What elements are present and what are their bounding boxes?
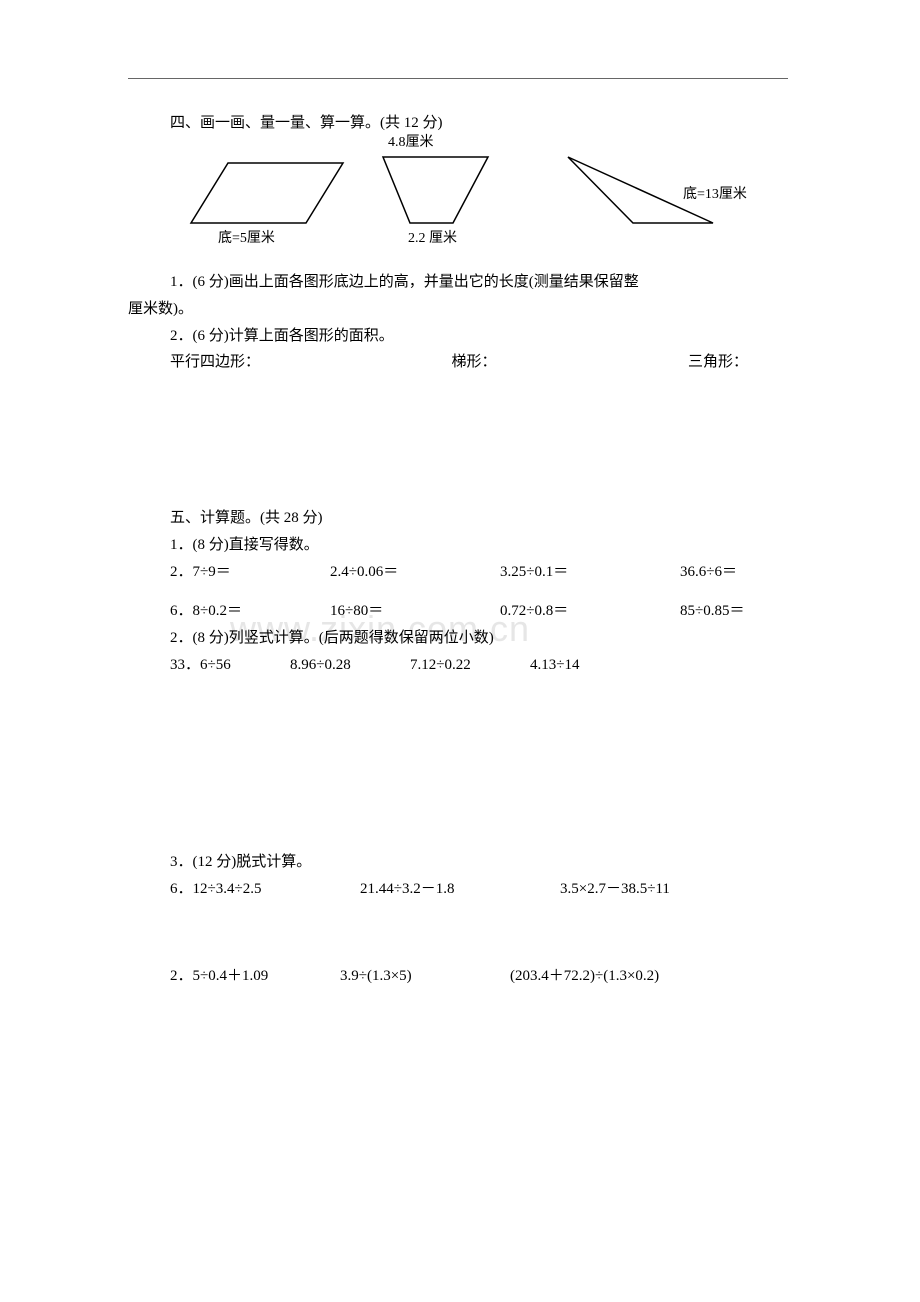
shapes-row: 4.8厘米 底=5厘米 2.2 厘米 底=13厘米 (128, 145, 808, 265)
s5-q2: 2．(8 分)列竖式计算。(后两题得数保留两位小数) (128, 625, 808, 652)
calc-row-1: 2．7÷9＝ 2.4÷0.06＝ 3.25÷0.1＝ 36.6÷6＝ (128, 559, 808, 586)
calc-3a: 33．6÷56 (170, 652, 290, 679)
calc-2d: 85÷0.85＝ (680, 598, 744, 625)
spacer (128, 586, 808, 598)
s5-q1: 1．(8 分)直接写得数。 (128, 532, 808, 559)
calc-1a: 2．7÷9＝ (170, 559, 330, 586)
calc-row-3: 33．6÷56 8.96÷0.28 7.12÷0.22 4.13÷14 (128, 652, 808, 679)
calc-2b: 16÷80＝ (330, 598, 500, 625)
calc-1c: 3.25÷0.1＝ (500, 559, 680, 586)
label-trapezoid: 梯形： (451, 350, 496, 371)
page-content: 四、画一画、量一量、算一算。(共 12 分) 4.8厘米 底=5厘米 2.2 厘… (128, 110, 808, 990)
s5-q3: 3．(12 分)脱式计算。 (128, 849, 808, 876)
calc-3c: 7.12÷0.22 (410, 652, 530, 679)
calc-4b: 21.44÷3.2－1.8 (360, 876, 560, 903)
label-parallelogram: 平行四边形： (170, 350, 260, 371)
calc-4c: 3.5×2.7－38.5÷11 (560, 876, 670, 903)
section4-title: 四、画一画、量一量、算一算。(共 12 分) (128, 110, 808, 137)
trapezoid-icon (368, 151, 518, 231)
s4-q1-line2: 厘米数)。 (128, 296, 808, 323)
spacer (128, 679, 808, 789)
calc-5b: 3.9÷(1.3×5) (340, 963, 510, 990)
calc-3b: 8.96÷0.28 (290, 652, 410, 679)
s4-q2: 2．(6 分)计算上面各图形的面积。 (128, 323, 808, 350)
calc-2c: 0.72÷0.8＝ (500, 598, 680, 625)
calc-5a: 2．5÷0.4＋1.09 (170, 963, 340, 990)
calc-3d: 4.13÷14 (530, 652, 579, 679)
calc-1b: 2.4÷0.06＝ (330, 559, 500, 586)
calc-1d: 36.6÷6＝ (680, 559, 737, 586)
calc-row-2: 6．8÷0.2＝ 16÷80＝ 0.72÷0.8＝ 85÷0.85＝ (128, 598, 808, 625)
header-rule (128, 78, 788, 79)
shape-labels-row: 平行四边形： 梯形： 三角形： (128, 350, 808, 371)
section5-title: 五、计算题。(共 28 分) (128, 505, 808, 532)
calc-row-4: 6．12÷3.4÷2.5 21.44÷3.2－1.8 3.5×2.7－38.5÷… (128, 876, 808, 903)
calc-2a: 6．8÷0.2＝ (170, 598, 330, 625)
spacer (128, 371, 808, 481)
trapezoid-bottom-label: 2.2 厘米 (408, 227, 457, 247)
label-triangle: 三角形： (688, 350, 788, 371)
spacer (128, 493, 808, 505)
calc-4a: 6．12÷3.4÷2.5 (170, 876, 360, 903)
spacer (128, 903, 808, 963)
calc-row-5: 2．5÷0.4＋1.09 3.9÷(1.3×5) (203.4＋72.2)÷(1… (128, 963, 808, 990)
triangle-base-label: 底=13厘米 (683, 183, 747, 203)
spacer (128, 789, 808, 849)
trapezoid-top-label: 4.8厘米 (388, 131, 434, 151)
parallelogram-icon (188, 155, 358, 235)
calc-5c: (203.4＋72.2)÷(1.3×0.2) (510, 963, 659, 990)
parallelogram-base-label: 底=5厘米 (218, 227, 275, 247)
s4-q1-line1: 1．(6 分)画出上面各图形底边上的高，并量出它的长度(测量结果保留整 (128, 269, 808, 296)
spacer (128, 481, 808, 493)
